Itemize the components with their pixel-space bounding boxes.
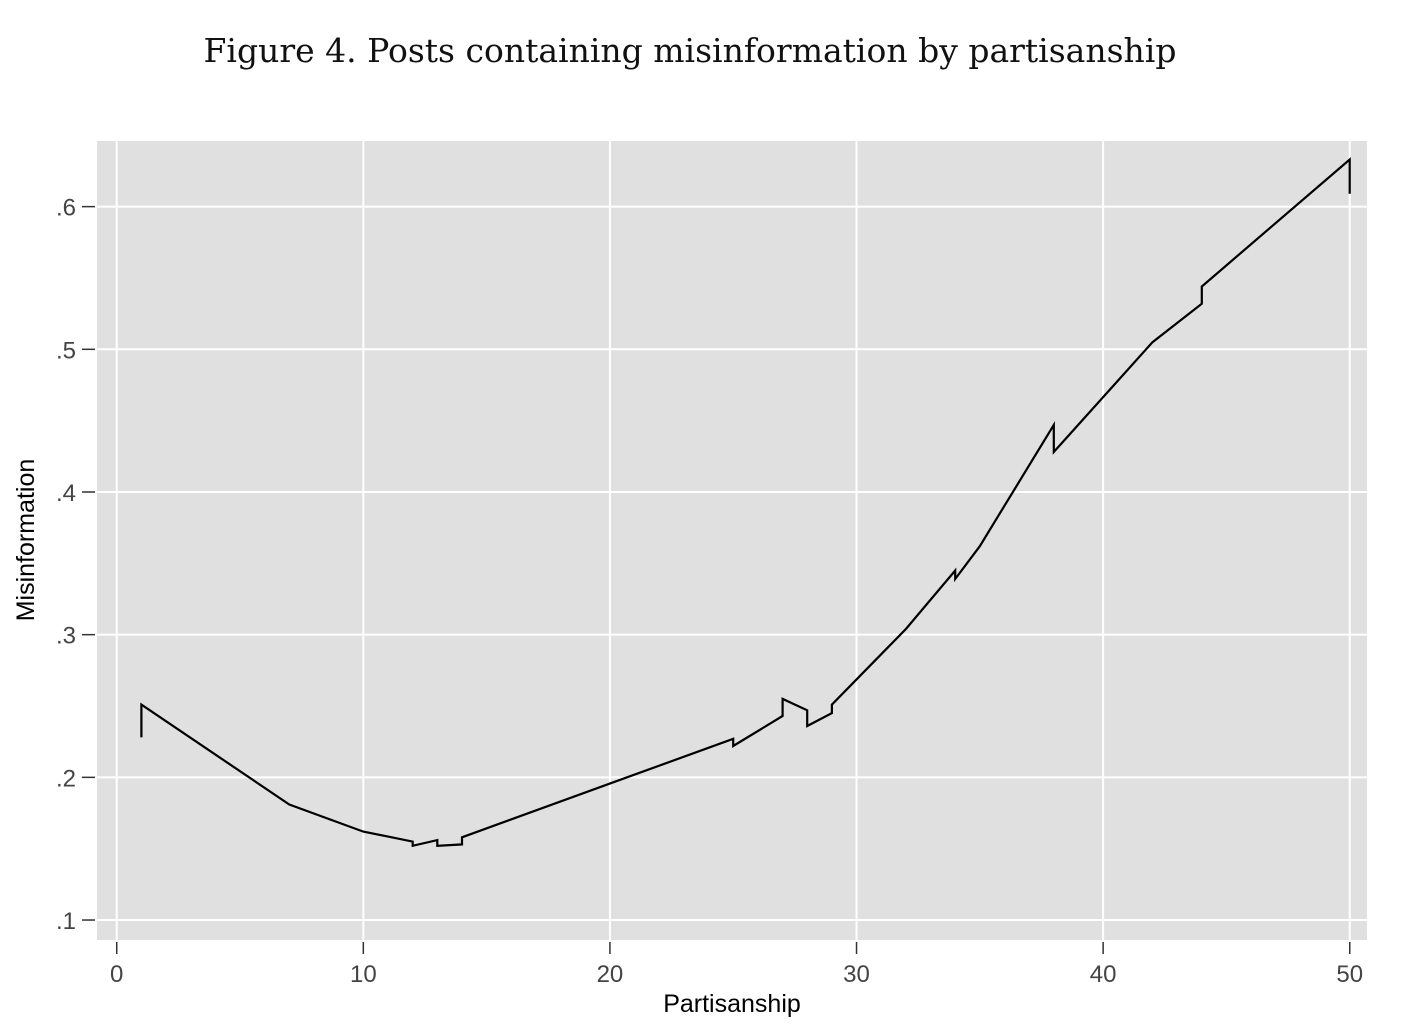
y-tick-label: .4 <box>56 480 76 507</box>
series-line <box>140 157 1351 848</box>
x-tick-label: 20 <box>597 961 624 988</box>
plot-area <box>97 141 1367 940</box>
grid-lines <box>97 141 1367 940</box>
data-series <box>140 157 1351 848</box>
y-tick-label: .6 <box>56 195 76 222</box>
chart-title: Figure 4. Posts containing misinformatio… <box>204 31 1177 70</box>
x-axis-label: Partisanship <box>663 990 801 1018</box>
x-tick-label: 0 <box>110 961 123 988</box>
x-tick-label: 50 <box>1336 961 1363 988</box>
y-tick-label: .1 <box>56 908 76 935</box>
y-axis-label: Misinformation <box>12 459 40 622</box>
y-tick-label: .2 <box>56 765 76 792</box>
y-tick-label: .5 <box>56 337 76 364</box>
x-tick-label: 40 <box>1090 961 1117 988</box>
x-tick-label: 30 <box>843 961 870 988</box>
x-tick-label: 10 <box>350 961 377 988</box>
y-tick-label: .3 <box>56 623 76 650</box>
axes: 0 10 20 30 40 50 .1 .2 .3 .4 .5 .6 <box>56 195 1363 988</box>
